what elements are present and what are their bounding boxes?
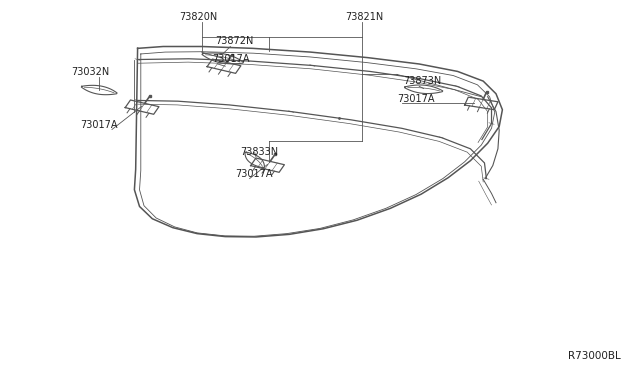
Text: 73833N: 73833N [241,147,279,157]
Text: 73873N: 73873N [403,76,442,86]
Text: 73032N: 73032N [72,67,110,77]
Text: R73000BL: R73000BL [568,351,621,361]
Text: 73821N: 73821N [346,12,384,22]
Text: 73820N: 73820N [179,12,218,22]
Text: 73872N: 73872N [215,36,253,46]
Text: 73017A: 73017A [212,54,250,64]
Text: 73017A: 73017A [397,94,435,104]
Text: 73017A: 73017A [236,169,273,179]
Text: 73017A: 73017A [81,120,118,130]
